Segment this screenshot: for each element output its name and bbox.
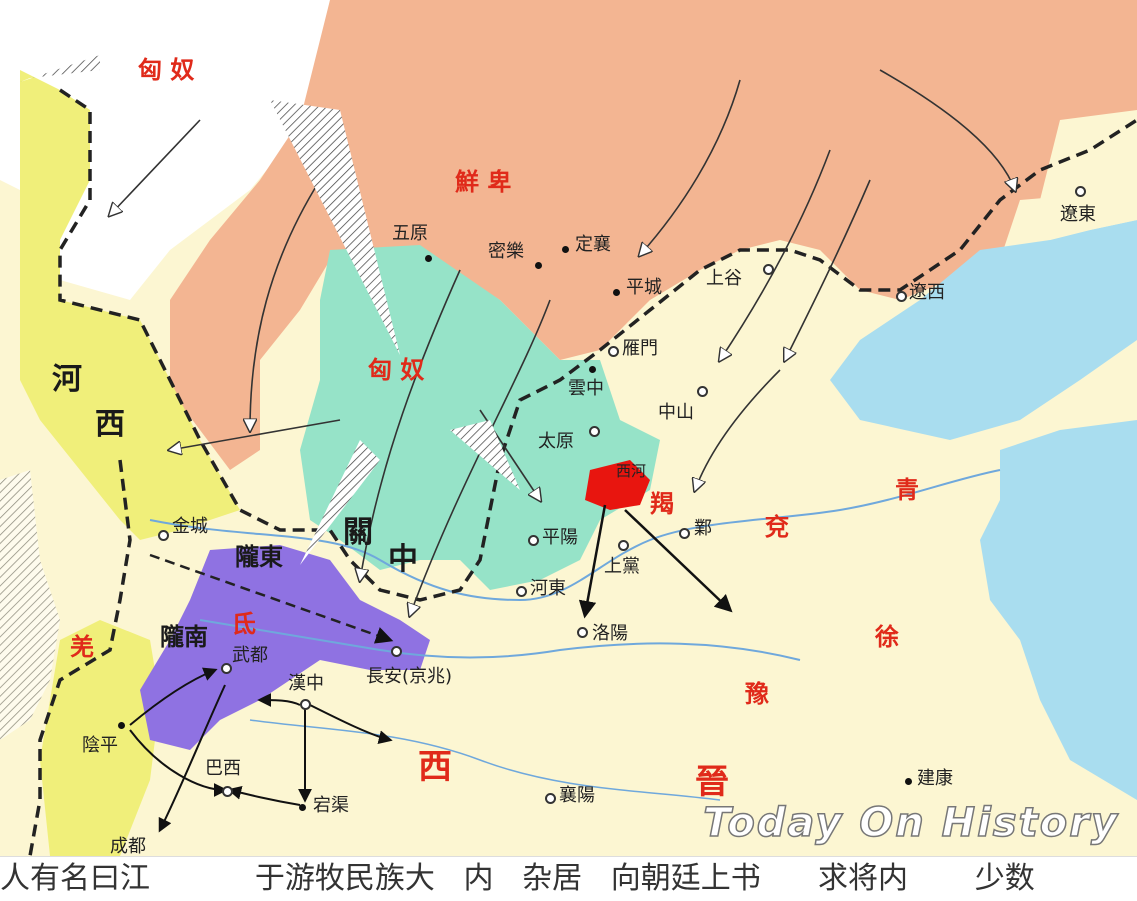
city-wudu: 武都 — [232, 645, 268, 666]
liaodong-land — [1040, 110, 1137, 240]
city-jincheng: 金城 — [172, 516, 208, 537]
city-changan: 長安(京兆) — [366, 666, 453, 687]
label-longnan: 隴南 — [160, 623, 208, 651]
label-guanzhong-2: 中 — [388, 542, 418, 577]
wedge-4 — [450, 420, 520, 490]
city-marker-yinping — [118, 722, 125, 729]
southwest-arrows — [129, 667, 393, 833]
city-yunzhong: 雲中 — [568, 378, 604, 399]
nw-blank — [0, 0, 330, 300]
city-marker-taiyuan — [589, 426, 600, 437]
city-chengdu: 成都 — [110, 836, 146, 856]
label-xi: 西 — [418, 747, 452, 787]
label-xianbei: 鮮 卑 — [455, 168, 512, 196]
migration-dash — [149, 553, 394, 644]
city-taiyuan: 太原 — [538, 431, 574, 452]
city-marker-dingxiang — [562, 246, 569, 253]
xianbei-area — [170, 0, 1137, 470]
city-baxi: 巴西 — [205, 758, 241, 779]
jie-arrows — [578, 504, 733, 619]
city-marker-ye — [679, 528, 690, 539]
watermark: Today On History — [702, 799, 1119, 847]
city-dangqu: 宕渠 — [313, 795, 349, 816]
city-liaoxi: 遼西 — [909, 282, 945, 303]
caption-text: 人有名曰江 于游牧民族大 内 杂居 向朝廷上书 求将内 少数 — [0, 856, 1137, 901]
city-pingcheng: 平城 — [626, 277, 662, 298]
city-marker-jincheng — [158, 530, 169, 541]
wei-river — [199, 619, 801, 661]
city-luoyang: 洛陽 — [592, 623, 628, 644]
jie-area — [585, 460, 650, 510]
city-marker-hedong — [516, 586, 527, 597]
wedge-3 — [300, 440, 380, 565]
city-marker-wudu — [221, 663, 232, 674]
city-marker-zhongshan — [697, 386, 708, 397]
map: 匈 奴 鮮 卑 匈 奴 河 西 關 中 羯 青 兗 徐 豫 羌 氐 西 晉 隴東… — [0, 0, 1137, 856]
city-marker-shanggu — [763, 264, 774, 275]
label-xiongnu-central: 匈 奴 — [368, 356, 425, 384]
city-marker-xiangyang — [545, 793, 556, 804]
city-marker-baxi — [222, 786, 233, 797]
label-di: 氐 — [232, 610, 256, 638]
city-shanggu: 上谷 — [706, 268, 742, 289]
yellow-river — [149, 469, 1001, 602]
city-zhongshan: 中山 — [658, 402, 694, 423]
hexi-area — [20, 70, 240, 540]
city-marker-liaodong — [1075, 186, 1086, 197]
city-yinping: 陰平 — [82, 735, 118, 756]
city-marker-pingcheng — [613, 289, 620, 296]
city-wuyuan: 五原 — [392, 223, 428, 244]
label-guanzhong-1: 關 — [343, 515, 373, 550]
label-xiongnu-nw: 匈 奴 — [138, 56, 195, 84]
city-marker-yunzhong — [589, 366, 596, 373]
city-liaodong: 遼東 — [1060, 204, 1096, 225]
label-jin: 晉 — [695, 762, 729, 802]
city-marker-hanzhong — [300, 699, 311, 710]
label-hexi-2: 西 — [95, 407, 125, 442]
city-xiguo: 西河 — [616, 462, 647, 480]
city-jiankang: 建康 — [917, 768, 953, 789]
east-sea — [980, 420, 1137, 800]
city-marker-yanmen — [608, 346, 619, 357]
city-marker-liaoxi — [896, 291, 907, 302]
city-yanmen: 雁門 — [622, 338, 658, 359]
label-jie: 羯 — [650, 490, 674, 518]
han-river — [249, 719, 721, 801]
label-yan: 兗 — [765, 513, 789, 541]
jin-west-border — [28, 459, 132, 856]
label-yu: 豫 — [745, 680, 769, 708]
label-qing: 青 — [895, 476, 919, 504]
city-marker-mile — [535, 262, 542, 269]
city-marker-pingyang — [528, 535, 539, 546]
label-qiang: 羌 — [70, 633, 94, 661]
jin-border — [58, 88, 1137, 602]
city-xiangyang: 襄陽 — [559, 785, 595, 806]
city-marker-shangdang — [618, 540, 629, 551]
city-shangdang: 上黨 — [604, 556, 640, 577]
map-canvas — [0, 0, 1137, 856]
label-hexi-1: 河 — [52, 362, 82, 397]
di-area — [140, 545, 430, 750]
wedge-1 — [270, 100, 400, 355]
label-longdong: 隴東 — [235, 543, 283, 571]
city-hedong: 河東 — [530, 578, 566, 599]
wedge-2 — [20, 55, 100, 82]
city-pingyang: 平陽 — [542, 527, 578, 548]
west-strip — [0, 470, 60, 740]
city-marker-jiankang — [905, 778, 912, 785]
sea — [830, 220, 1137, 440]
city-marker-changan — [391, 646, 402, 657]
city-ye: 鄴 — [694, 518, 712, 539]
city-marker-dangqu — [299, 804, 306, 811]
sw-yellow — [40, 620, 160, 856]
city-mile: 密樂 — [488, 241, 524, 262]
city-dingxiang: 定襄 — [575, 234, 611, 255]
city-marker-luoyang — [577, 627, 588, 638]
city-hanzhong: 漢中 — [288, 673, 324, 694]
city-marker-wuyuan — [425, 255, 432, 262]
label-xu: 徐 — [875, 623, 899, 651]
migration-arrows — [110, 69, 1015, 615]
